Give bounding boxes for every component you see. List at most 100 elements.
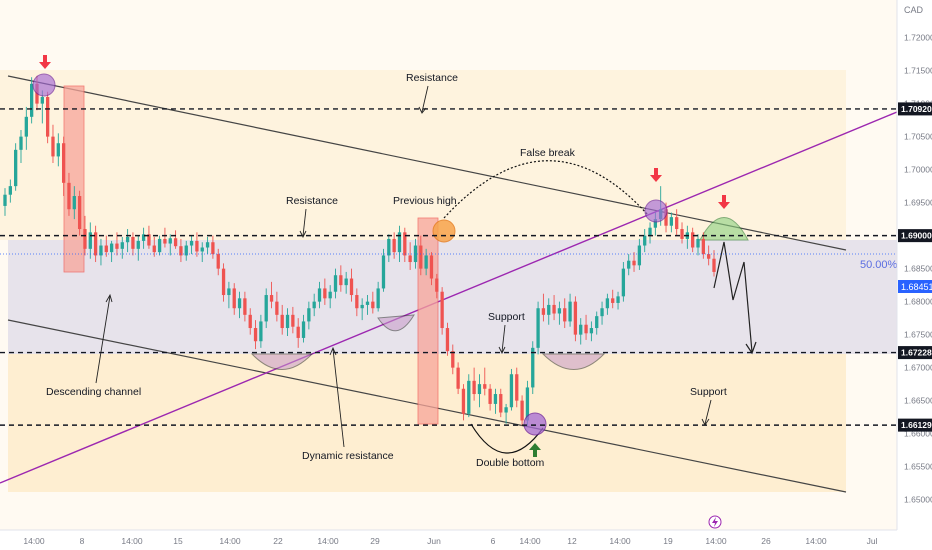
candle-body (456, 367, 460, 389)
candle-body (77, 196, 82, 230)
candle-body (483, 384, 487, 389)
candle-body (307, 308, 311, 322)
candle-body (520, 400, 524, 421)
lightning-icon[interactable] (708, 515, 722, 529)
y-tick-label: 1.69500 (904, 198, 932, 208)
x-tick-label: 14:00 (519, 536, 541, 546)
candle-body (8, 186, 12, 195)
candle-body (291, 314, 295, 327)
circle-high-1 (32, 73, 56, 97)
candle-body (493, 394, 498, 404)
candle-body (184, 245, 188, 256)
candle-body (643, 235, 647, 246)
candle-body (664, 209, 668, 226)
candle-body (605, 298, 610, 309)
currency-label: CAD (904, 5, 924, 15)
double-bottom-curve (470, 423, 544, 454)
candle-body (19, 136, 23, 150)
x-tick-label: 14:00 (317, 536, 339, 546)
x-tick-label: 8 (80, 536, 85, 546)
label-descending-channel: Descending channel (46, 386, 141, 398)
candle-body (333, 275, 338, 292)
candle-body (243, 298, 247, 315)
candle-body (557, 308, 562, 314)
x-tick-label: 19 (663, 536, 673, 546)
candle-body (109, 243, 114, 253)
candle-body (648, 227, 652, 236)
candle-body (104, 245, 108, 253)
y-tick-label: 1.66500 (904, 396, 932, 406)
candle-body (696, 238, 700, 248)
channel-upper-line (7, 75, 847, 251)
candle-body (237, 298, 242, 309)
candle-body (248, 314, 252, 329)
candle-body (269, 295, 274, 302)
y-tick-label: 1.72000 (904, 33, 932, 43)
candle-body (253, 328, 258, 342)
candle-body (371, 301, 375, 309)
fib-zone-shade (8, 240, 897, 354)
candle-body (24, 116, 28, 137)
candle-body (691, 232, 695, 248)
candle-body (328, 291, 332, 299)
candle-body (173, 238, 178, 247)
candle-body (413, 245, 418, 263)
candle-body (632, 260, 636, 266)
candle-body (376, 288, 380, 309)
candle-body (120, 242, 124, 249)
y-tick-label: 1.66000 (904, 429, 932, 439)
annotations: Resistance Resistance Previous high Fals… (46, 72, 727, 469)
price-axis (897, 0, 932, 550)
arrow-down-icon (650, 168, 662, 182)
candle-body (429, 255, 434, 279)
candle-body (467, 380, 471, 414)
candle-body (147, 234, 151, 246)
candle-body (317, 288, 322, 302)
label-support-right: Support (690, 386, 727, 398)
candle-body (200, 247, 204, 252)
upper-zone-shade (0, 70, 846, 240)
candle-body (573, 301, 578, 335)
candle-body (323, 288, 327, 299)
candle-body (541, 308, 546, 315)
candle-body (61, 143, 66, 183)
false-break-arc (443, 160, 649, 219)
annotation-pointers (95, 85, 712, 448)
candle-body (403, 232, 407, 256)
last-price-label: 1.68451 (901, 282, 932, 292)
candle-body (301, 321, 306, 338)
candle-body (205, 242, 210, 248)
y-tick-label: 1.68500 (904, 264, 932, 274)
rounded-bottom-3 (541, 353, 606, 370)
x-tick-label: 6 (491, 536, 496, 546)
x-tick-label: 14:00 (705, 536, 727, 546)
level-tags: 1.70920 1.69000 1.67228 1.66129 (898, 102, 932, 432)
level-tag (898, 102, 932, 116)
y-tick-label: 1.65000 (904, 495, 932, 505)
x-tick-label: 14:00 (23, 536, 45, 546)
level-tag-label: 1.67228 (901, 348, 932, 358)
candle-body (179, 246, 183, 256)
x-tick-label: 26 (761, 536, 771, 546)
candle-body (435, 278, 439, 292)
candle-body (275, 301, 279, 315)
candle-body (563, 308, 567, 322)
x-tick-label: 29 (370, 536, 380, 546)
candle-body (93, 232, 98, 256)
candle-body (83, 229, 87, 249)
label-previous-high: Previous high (393, 195, 457, 207)
candle-body (125, 236, 130, 243)
label-resistance-top: Resistance (406, 72, 458, 84)
candle-body (552, 304, 556, 314)
candle-body (141, 234, 146, 241)
candle-body (392, 238, 396, 253)
candle-body (611, 298, 615, 303)
y-tick-label: 1.67000 (904, 363, 932, 373)
candle-body (509, 374, 514, 408)
top-dome (699, 217, 749, 241)
dynamic-resistance-line (0, 111, 898, 484)
candle-body (701, 238, 705, 255)
candle-body (216, 254, 220, 269)
y-tick-label: 1.70500 (904, 132, 932, 142)
